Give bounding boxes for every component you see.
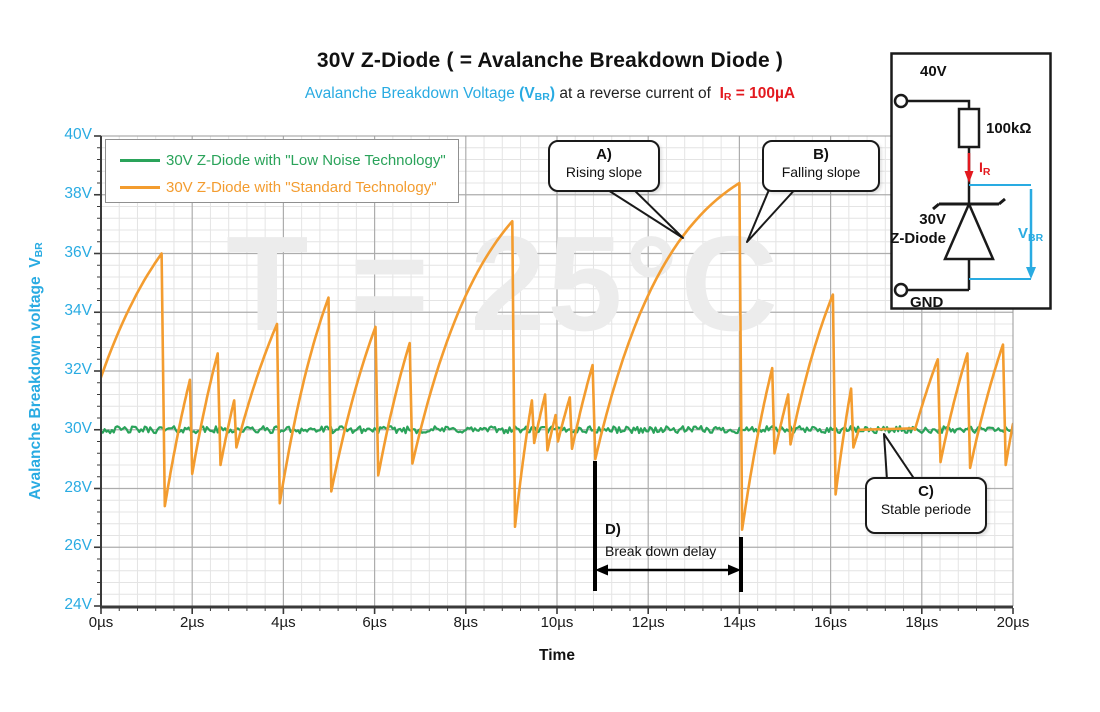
callout-c-label: C) (918, 483, 934, 500)
circuit-inset: 40V 100kΩ IR 30V Z-Diode VBR GND (890, 52, 1052, 310)
terminal-top (893, 93, 909, 109)
x-tick-label: 12µs (631, 614, 665, 631)
circuit-diagram: 40V 100kΩ IR 30V Z-Diode VBR GND (890, 52, 1052, 310)
y-tick-label: 40V (64, 126, 92, 143)
legend-swatch-green (120, 158, 160, 162)
y-tick-label: 36V (64, 243, 92, 261)
x-tick-label: 20µs (996, 614, 1030, 631)
legend-swatch-orange (120, 185, 160, 189)
x-tick-label: 16µs (814, 614, 847, 631)
x-tick-label: 0µs (88, 614, 114, 631)
subtitle-vbr-open: (V (519, 85, 535, 102)
plot-area: T = 25°C (101, 136, 1013, 606)
callout-b-label: B) (813, 146, 829, 163)
y-tick-label: 38V (64, 184, 92, 202)
subtitle-black-text: at a reverse current of (555, 85, 720, 102)
callout-a-text: Rising slope (565, 164, 643, 180)
x-axis-title: Time (539, 647, 575, 664)
subtitle-cyan-text: Avalanche Breakdown Voltage (304, 85, 520, 102)
ground-label: GND (910, 294, 944, 310)
legend: 30V Z-Diode with "Low Noise Technology" … (105, 139, 459, 203)
x-tick-label: 8µs (453, 614, 479, 631)
annotation-d-text: Break down delay (605, 543, 717, 559)
chart-title: 30V Z-Diode ( = Avalanche Breakdown Diod… (316, 49, 784, 72)
callout-b-text: Falling slope (781, 164, 861, 180)
subtitle-ir-prefix: I (719, 85, 724, 102)
subtitle-ir-suffix: = 100µA (731, 85, 796, 102)
vbr-arrowhead-icon (1026, 267, 1036, 279)
legend-item-standard: 30V Z-Diode with "Standard Technology" (120, 172, 437, 202)
supply-label: 40V (920, 63, 947, 80)
callout-a-label: A) (596, 146, 612, 163)
legend-label: 30V Z-Diode with "Standard Technology" (166, 178, 437, 196)
y-tick-label: 30V (64, 419, 92, 437)
callout-c-stable-period: C) Stable periode (865, 477, 987, 534)
callout-a-rising-slope: A) Rising slope (548, 140, 660, 192)
resistor-symbol (957, 107, 981, 149)
y-tick-label: 32V (64, 361, 92, 378)
x-tick-label: 6µs (362, 614, 387, 631)
x-tick-label: 2µs (179, 614, 205, 631)
x-tick-label: 14µs (722, 614, 756, 631)
subtitle-ir-sub: R (723, 91, 732, 103)
legend-item-low-noise: 30V Z-Diode with "Low Noise Technology" (120, 145, 446, 175)
inset-border (890, 52, 1052, 310)
callout-b-falling-slope: B) Falling slope (762, 140, 880, 192)
terminal-ground (893, 282, 909, 298)
x-tick-label: 18µs (905, 614, 939, 631)
y-tick-label: 24V (64, 596, 92, 613)
y-tick-label: 34V (64, 302, 92, 320)
subtitle-vbr-sub: BR (534, 91, 550, 103)
y-tick-label: 26V (64, 537, 92, 555)
x-tick-label: 4µs (271, 614, 296, 631)
vbr-label: VBR (1018, 225, 1044, 244)
subtitle-vbr-close: ) (549, 85, 556, 102)
diode-label-line2: Z-Diode (890, 230, 946, 247)
x-tick-label: 10µs (540, 614, 574, 631)
annotation-d-label: D) (605, 521, 621, 538)
diode-label-line1: 30V (919, 211, 946, 228)
legend-label: 30V Z-Diode with "Low Noise Technology" (166, 151, 446, 169)
chart-subtitle: Avalanche Breakdown Voltage (VBR) at a r… (0, 85, 1100, 103)
callout-c-text: Stable periode (880, 501, 972, 517)
y-tick-label: 28V (64, 478, 92, 496)
resistor-label: 100kΩ (986, 120, 1031, 137)
